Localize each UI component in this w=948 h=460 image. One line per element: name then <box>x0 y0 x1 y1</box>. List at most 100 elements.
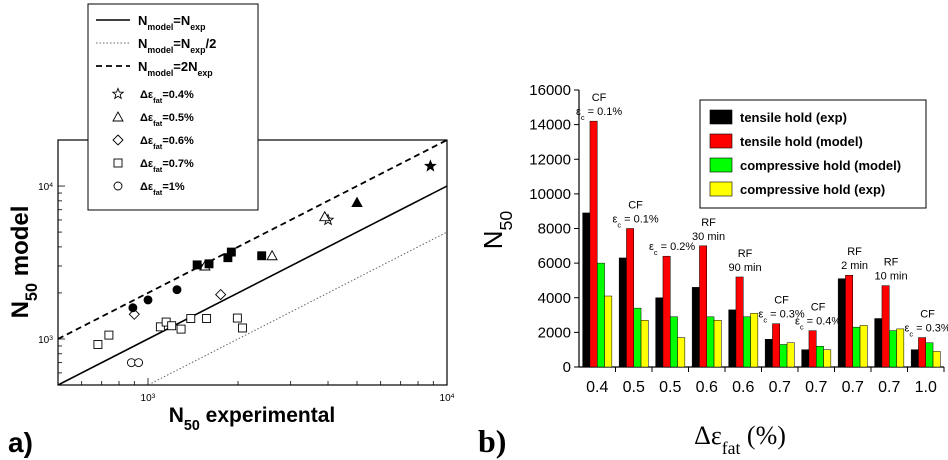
data-point <box>93 340 103 349</box>
data-point <box>232 313 242 323</box>
x-tick-label: 0.6 <box>696 379 718 396</box>
data-point <box>104 330 114 340</box>
legend-marker-star <box>111 87 125 100</box>
bar-group <box>582 120 613 368</box>
bar <box>896 328 905 368</box>
bar-annotation: RF <box>738 248 753 260</box>
bar-annotation: 10 min <box>875 271 908 283</box>
legend-marker-triangle <box>112 111 124 122</box>
series-circle <box>126 285 182 368</box>
data-point <box>186 314 196 323</box>
bar <box>750 313 759 368</box>
bar-group <box>910 337 941 368</box>
bar <box>735 276 744 368</box>
bar-group <box>801 330 832 368</box>
bar <box>881 285 890 368</box>
series-diamond <box>128 288 227 320</box>
bar-annotation: εc = 0.2% <box>649 241 695 257</box>
data-point <box>128 303 138 313</box>
bar <box>597 262 605 368</box>
legend-marker-diamond <box>112 134 124 146</box>
bar-annotation: εc = 0.3% <box>904 323 948 339</box>
legend-swatch <box>709 157 733 173</box>
bar-group <box>874 285 905 368</box>
bar <box>662 255 671 368</box>
bar-annotation: CF <box>774 295 789 307</box>
bar <box>779 344 788 368</box>
bar <box>801 349 810 368</box>
panel-label-b: b) <box>478 423 506 459</box>
x-tick-label: 104 <box>440 393 455 405</box>
bar-annotation: εc = 0.3% <box>758 309 804 325</box>
bar <box>655 297 664 368</box>
bar <box>589 120 598 368</box>
x-axis-label: N50 experimental <box>169 404 335 434</box>
bar-annotation: 2 min <box>841 260 868 272</box>
legend: Nmodel=Nexp Nmodel=Nexp/2 Nmodel=2Nexp Δεfa… <box>87 3 259 211</box>
data-point <box>257 251 267 261</box>
bar-group <box>691 245 722 368</box>
bar <box>845 274 854 368</box>
bar <box>699 245 708 368</box>
reference-line-double <box>58 140 447 340</box>
bar <box>764 339 773 368</box>
legend-label: Nmodel=Nexp <box>138 13 206 32</box>
y-tick-label: 14000 <box>529 117 571 134</box>
bar <box>677 337 686 368</box>
bar-annotation: εc = 0.1% <box>576 106 622 122</box>
y-tick-label: 6000 <box>538 255 571 272</box>
bar-annotation: RF <box>847 246 862 258</box>
x-tick-label: 0.5 <box>623 379 645 396</box>
y-tick-label: 103 <box>38 334 53 346</box>
reference-line-equal <box>58 185 447 385</box>
x-tick-label: 0.7 <box>878 379 900 396</box>
legend-label: tensile hold (exp) <box>740 110 847 125</box>
bar-annotation: CF <box>592 92 607 104</box>
legend-label: Δεfat=1% <box>140 181 185 197</box>
data-point <box>192 260 202 270</box>
reference-line-half <box>146 231 447 385</box>
bar <box>743 316 751 368</box>
bar <box>859 325 868 368</box>
bar <box>670 316 678 368</box>
data-point <box>134 358 144 368</box>
bar-annotation: CF <box>920 309 935 321</box>
bar <box>713 320 722 368</box>
data-point <box>172 285 182 295</box>
legend-box <box>699 99 927 209</box>
bar <box>772 323 781 368</box>
series-square <box>93 247 267 349</box>
bar-annotation: RF <box>701 217 716 229</box>
legend-swatch <box>709 133 733 149</box>
x-tick-label: 0.4 <box>586 379 608 396</box>
x-tick-label: 1.0 <box>915 379 937 396</box>
legend-label: compressive hold (exp) <box>740 182 885 197</box>
data-point <box>204 259 214 269</box>
data-point <box>318 210 331 222</box>
legend-marker-circle <box>113 181 123 191</box>
y-tick-label: 12000 <box>529 151 571 168</box>
bar <box>816 345 824 368</box>
bar <box>932 351 941 368</box>
bar-annotation: εc = 0.1% <box>612 214 658 230</box>
legend-marker-square <box>113 158 123 168</box>
y-axis-label: N50 model <box>7 206 41 319</box>
data-point <box>266 249 278 261</box>
y-tick-label: 2000 <box>538 324 571 341</box>
bar-annotation: 90 min <box>729 262 762 274</box>
x-tick-label: 0.7 <box>842 379 864 396</box>
data-point <box>143 295 153 305</box>
panel-label-a: a) <box>8 427 33 458</box>
bar <box>604 295 613 368</box>
bar-group <box>837 274 868 368</box>
y-axis-label: N50 <box>478 211 516 250</box>
bar <box>874 318 883 368</box>
bar-annotation: εc = 0.4% <box>795 316 841 332</box>
bar-annotation: RF <box>884 257 899 269</box>
data-point <box>423 159 437 172</box>
data-point <box>167 321 177 331</box>
data-point <box>155 322 165 332</box>
bar <box>706 316 715 368</box>
